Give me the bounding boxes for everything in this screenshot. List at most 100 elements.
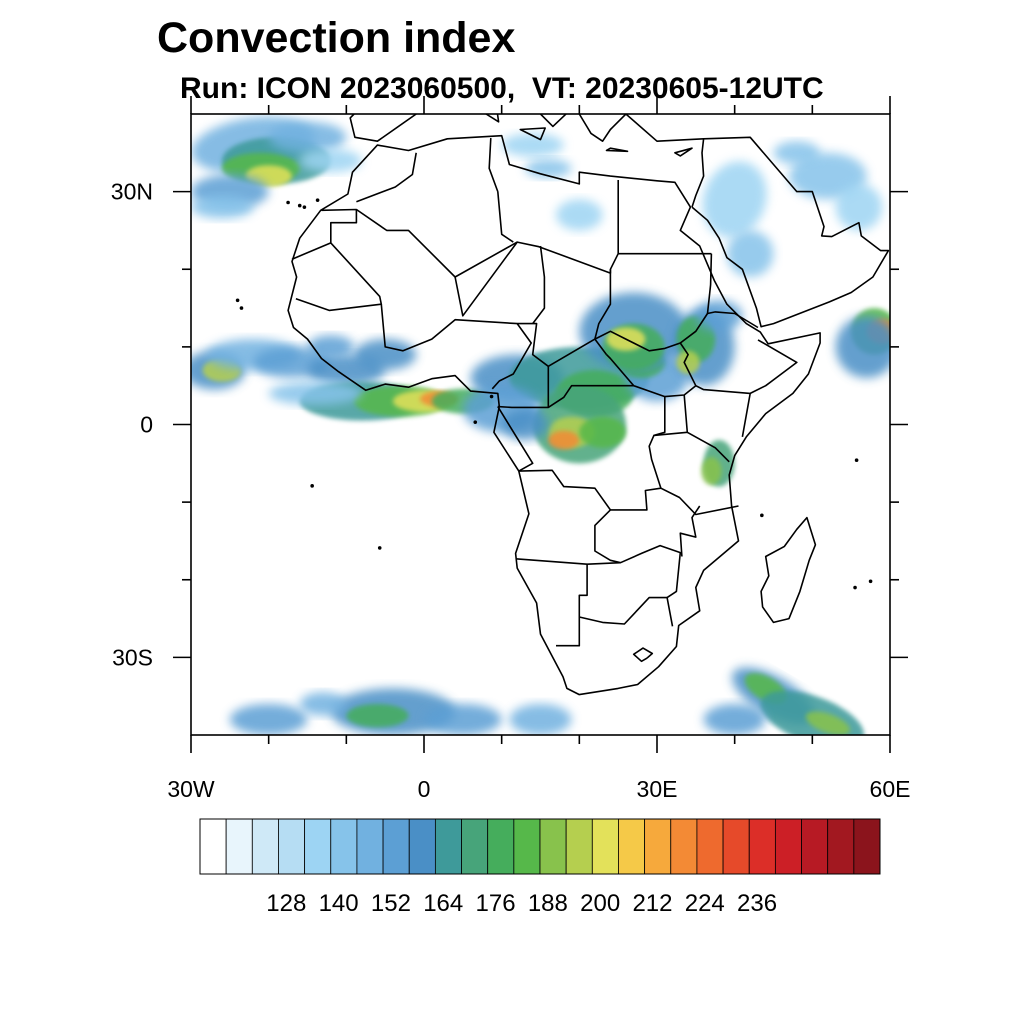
crete-coastline: [605, 147, 629, 153]
convection-cell: [191, 195, 254, 219]
country-border: [679, 505, 701, 557]
colorbar-label: 188: [528, 890, 568, 917]
iberia-coastline: [349, 114, 417, 142]
colorbar-swatch: [801, 818, 829, 875]
colorbar-label: 152: [371, 890, 411, 917]
colorbar-swatch: [434, 818, 462, 875]
lon-tick-label: 0: [418, 776, 431, 802]
convection-cell: [835, 315, 890, 378]
country-border: [497, 406, 534, 472]
convection-cell: [703, 703, 766, 735]
convection-cell: [702, 161, 767, 238]
convection-cell: [579, 416, 626, 448]
colorbar-swatch: [696, 818, 724, 875]
colorbar-label: 140: [319, 890, 359, 917]
convection-cell: [773, 141, 821, 165]
arabia-coastline: [691, 136, 890, 328]
country-border: [632, 647, 654, 663]
country-border: [749, 339, 798, 395]
convection-cell: [268, 381, 362, 406]
cyprus-coastline: [674, 147, 693, 157]
convection-cell: [726, 230, 774, 278]
convection-cell: [424, 703, 502, 735]
convection-field: [191, 116, 890, 735]
convection-cell: [509, 703, 572, 735]
convection-cell: [229, 703, 308, 735]
country-border: [679, 313, 709, 344]
country-border: [291, 208, 358, 260]
country-border: [518, 469, 612, 511]
turkey-coastline: [625, 114, 704, 142]
colorbar-label: 176: [476, 890, 516, 917]
coastlines-borders: [235, 114, 890, 696]
colorbar-swatch: [591, 818, 619, 875]
country-border: [660, 487, 739, 516]
chart-title: Convection index: [157, 14, 516, 62]
convection-cell: [524, 159, 572, 178]
convection-cell: [299, 692, 347, 716]
convection-cell: [548, 430, 580, 450]
lon-tick-label: 30E: [637, 776, 678, 802]
island: [235, 298, 240, 303]
island: [853, 585, 857, 590]
colorbar-swatch: [199, 818, 227, 875]
convection-cell: [676, 350, 700, 375]
convection-cell: [701, 457, 722, 486]
country-border: [605, 354, 635, 387]
convection-cell: [556, 199, 603, 231]
colorbar-swatch: [539, 818, 567, 875]
lat-tick-label: 30S: [112, 644, 153, 670]
axis-ticks: [173, 96, 908, 753]
colorbar-swatch: [565, 818, 593, 875]
country-border: [454, 241, 518, 317]
axis-tick-labels: 30N 0 30S 30W 0 30E 60E: [111, 179, 911, 802]
colorbar-swatch: [461, 818, 489, 875]
colorbar-swatch: [382, 818, 410, 875]
country-border: [706, 253, 759, 329]
colorbar-swatch: [251, 818, 279, 875]
country-border: [491, 323, 532, 390]
country-border: [686, 431, 730, 463]
country-border: [653, 394, 689, 437]
island: [760, 513, 764, 518]
colorbar-swatch: [722, 818, 750, 875]
country-border: [488, 138, 499, 192]
country-border: [497, 366, 550, 409]
chart-subtitle: Run: ICON 2023060500, VT: 20230605-12UTC: [180, 72, 824, 105]
colorbar-swatch: [670, 818, 698, 875]
colorbar-swatch: [618, 818, 646, 875]
greece-coastline: [578, 114, 627, 142]
colorbar-swatch: [356, 818, 384, 875]
colorbar-label: 236: [737, 890, 777, 917]
italy-coastline: [539, 114, 568, 128]
colorbar-swatch: [278, 818, 306, 875]
sicily-coastline: [519, 127, 546, 141]
colorbar-swatch: [853, 818, 881, 875]
lon-tick-label: 60E: [870, 776, 911, 802]
colorbar-swatch: [513, 818, 541, 875]
country-border: [356, 152, 417, 203]
convection-cell: [268, 121, 347, 153]
colorbar-swatch: [748, 818, 776, 875]
colorbar-swatch: [330, 818, 358, 875]
convection-cell: [695, 300, 743, 332]
colorbar-swatch: [225, 818, 253, 875]
africa-coastline: [287, 134, 821, 696]
convection-cell: [346, 703, 409, 728]
colorbar-swatch: [774, 818, 802, 875]
country-border: [547, 384, 751, 438]
country-border: [556, 564, 588, 647]
island: [310, 484, 314, 488]
convection-cell: [299, 148, 362, 173]
country-border: [594, 269, 612, 340]
lon-tick-label: 30W: [167, 776, 215, 802]
colorbar-label: 224: [685, 890, 725, 917]
island: [239, 306, 244, 310]
country-border: [515, 544, 682, 599]
colorbar-label: 128: [266, 890, 306, 917]
island: [868, 579, 873, 584]
colorbar-frame: [199, 818, 881, 875]
island: [302, 205, 307, 209]
convection-cell: [501, 133, 564, 157]
